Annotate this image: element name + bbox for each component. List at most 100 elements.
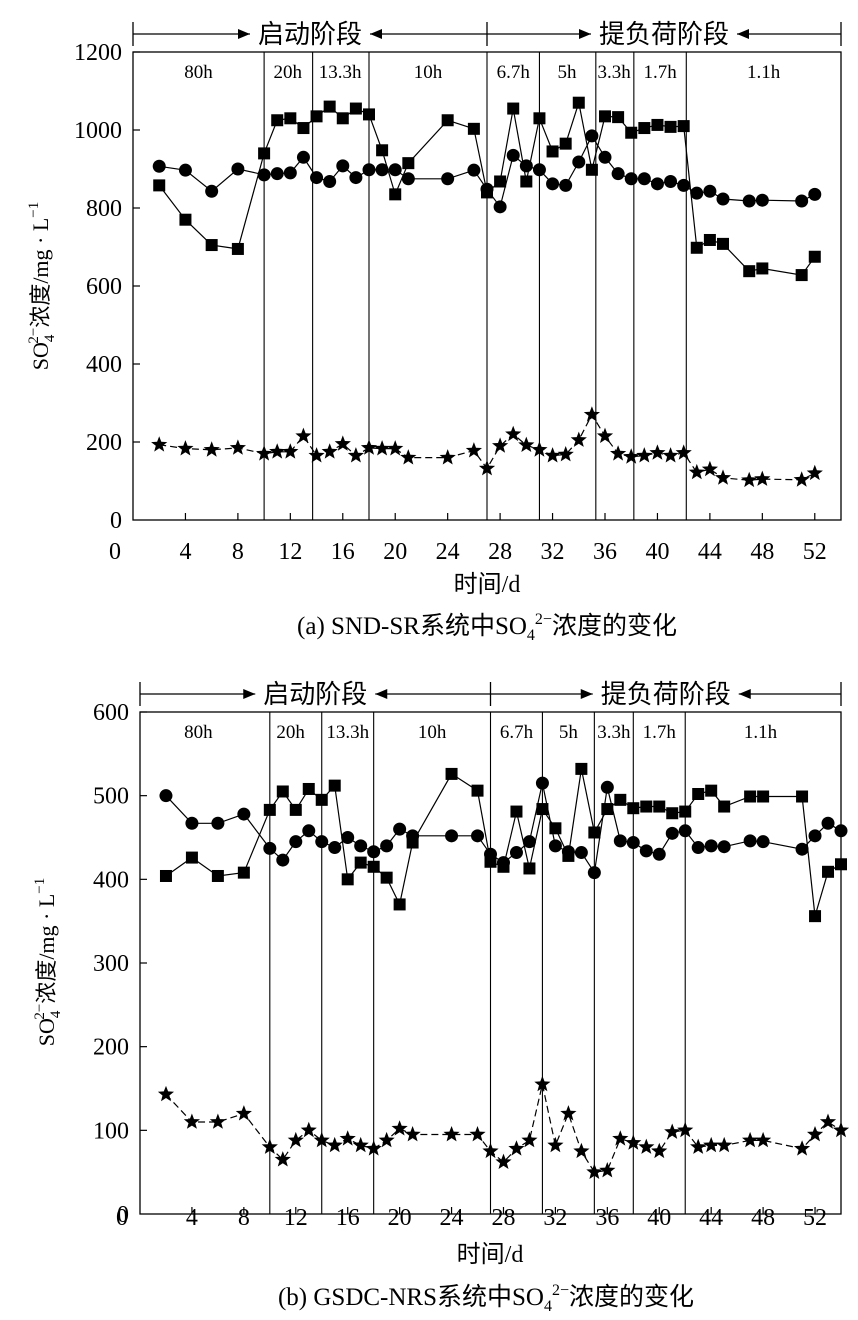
x-tick-label: 44	[699, 1205, 723, 1231]
data-point-star	[754, 470, 771, 486]
data-point-star	[404, 1126, 421, 1142]
data-point-star	[557, 446, 574, 462]
hrt-label: 20h	[276, 722, 305, 743]
hrt-label: 1.7h	[643, 722, 677, 743]
data-point-star	[313, 1131, 330, 1148]
data-point-square	[481, 186, 493, 199]
data-point-square	[756, 262, 769, 275]
data-point-circle	[393, 822, 407, 836]
data-point-square	[808, 250, 821, 263]
data-point-square	[692, 787, 705, 800]
data-point-star	[741, 471, 758, 488]
data-point-star	[807, 1126, 824, 1142]
y-label-unit-sup: −1	[26, 202, 42, 218]
data-point-circle	[467, 163, 481, 177]
data-point-square	[494, 175, 507, 188]
data-point-circle	[639, 844, 653, 858]
data-point-star	[544, 447, 561, 463]
x-tick-label: 8	[232, 539, 244, 565]
series-circle	[152, 129, 822, 214]
data-point-circle	[315, 835, 329, 849]
data-point-square	[258, 147, 271, 160]
caption-suffix: 浓度的变化	[569, 1283, 694, 1311]
data-point-circle	[349, 171, 363, 185]
data-point-star	[505, 425, 522, 442]
data-point-circle	[471, 829, 485, 843]
data-point-square	[703, 233, 716, 246]
series-square	[153, 96, 821, 282]
data-point-star	[391, 1120, 408, 1136]
data-point-star	[183, 1113, 200, 1129]
data-point-circle	[821, 816, 835, 830]
data-point-square	[533, 112, 546, 125]
hrt-label: 3.3h	[597, 722, 631, 743]
data-point-circle	[535, 776, 549, 790]
data-point-circle	[336, 159, 350, 173]
data-point-circle	[270, 167, 284, 181]
data-point-star	[806, 464, 823, 481]
data-point-star	[755, 1131, 772, 1148]
data-point-circle	[237, 807, 251, 821]
data-point-star	[688, 463, 705, 480]
data-point-star	[716, 1136, 733, 1153]
data-point-square	[406, 836, 419, 849]
x-tick-label: 36	[593, 539, 617, 565]
data-point-square	[718, 800, 731, 813]
data-series	[151, 96, 823, 488]
data-point-circle	[283, 166, 297, 180]
data-point-square	[389, 188, 402, 201]
data-point-circle	[257, 168, 271, 182]
data-point-circle	[509, 846, 523, 860]
data-point-square	[559, 137, 572, 150]
data-point-circle	[289, 835, 303, 849]
data-point-circle	[310, 171, 324, 185]
hrt-label: 1.7h	[643, 62, 677, 83]
data-point-circle	[341, 831, 355, 844]
data-point-square	[211, 869, 224, 882]
y-label-suffix: 浓度/mg · L	[34, 894, 59, 1004]
y-tick-label: 100	[93, 1118, 129, 1144]
data-point-star	[675, 444, 692, 460]
data-point-square	[441, 114, 454, 127]
y-tick-label: 200	[86, 430, 122, 456]
data-point-circle	[742, 194, 756, 208]
data-point-star	[623, 448, 640, 464]
data-point-star	[261, 1138, 278, 1154]
y-label-sub: 4	[48, 1010, 64, 1018]
y-tick-label: 1000	[74, 118, 122, 144]
x-tick-label: 48	[751, 1205, 775, 1231]
x-tick-label: 48	[750, 539, 774, 565]
data-point-circle	[690, 186, 704, 200]
data-point-circle	[598, 150, 612, 164]
data-point-circle	[367, 845, 381, 859]
data-point-star	[339, 1130, 356, 1146]
data-point-square	[549, 822, 562, 835]
data-point-square	[651, 118, 664, 131]
data-point-star	[742, 1131, 759, 1148]
x-tick-label: 16	[331, 539, 355, 565]
data-point-square	[690, 241, 703, 254]
data-point-circle	[624, 172, 638, 186]
x-tick-label: 8	[238, 1205, 250, 1231]
data-point-star	[203, 441, 220, 457]
data-point-square	[297, 122, 310, 135]
data-point-star	[596, 427, 614, 443]
data-point-square	[271, 114, 284, 127]
data-point-circle	[717, 840, 731, 854]
data-point-star	[157, 1085, 174, 1102]
data-point-circle	[559, 178, 573, 192]
data-point-square	[599, 110, 611, 123]
data-point-circle	[678, 824, 692, 838]
data-point-circle	[587, 866, 601, 880]
data-point-square	[185, 851, 198, 864]
data-point-circle	[362, 163, 376, 177]
x-tick-label: 0	[116, 1205, 128, 1231]
x-tick-label: 28	[491, 1205, 515, 1231]
y-tick-label: 500	[93, 784, 129, 810]
caption-sub: 4	[544, 1298, 552, 1315]
data-point-circle	[808, 829, 822, 843]
data-point-star	[295, 427, 312, 443]
data-point-star	[570, 431, 587, 447]
